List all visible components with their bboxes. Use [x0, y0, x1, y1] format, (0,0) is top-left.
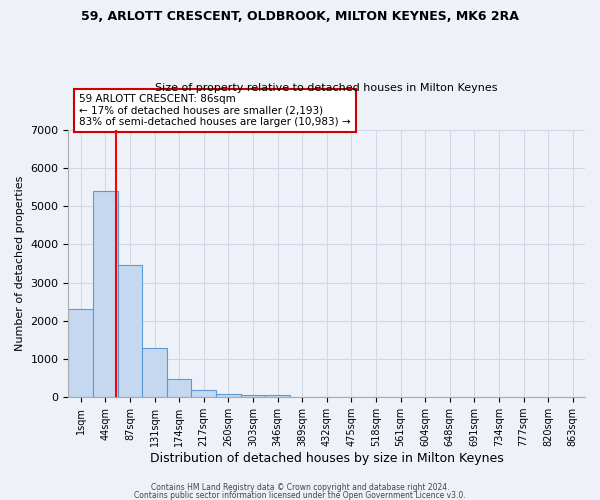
Bar: [118, 266, 142, 397]
Bar: [142, 348, 167, 397]
Bar: [191, 390, 216, 397]
Bar: [265, 395, 290, 397]
Bar: [68, 310, 93, 397]
Y-axis label: Number of detached properties: Number of detached properties: [15, 176, 25, 351]
Bar: [216, 394, 241, 397]
Bar: [167, 378, 191, 397]
Text: 59 ARLOTT CRESCENT: 86sqm
← 17% of detached houses are smaller (2,193)
83% of se: 59 ARLOTT CRESCENT: 86sqm ← 17% of detac…: [79, 94, 350, 127]
Text: 59, ARLOTT CRESCENT, OLDBROOK, MILTON KEYNES, MK6 2RA: 59, ARLOTT CRESCENT, OLDBROOK, MILTON KE…: [81, 10, 519, 23]
X-axis label: Distribution of detached houses by size in Milton Keynes: Distribution of detached houses by size …: [150, 452, 503, 465]
Title: Size of property relative to detached houses in Milton Keynes: Size of property relative to detached ho…: [155, 83, 498, 93]
Text: Contains HM Land Registry data © Crown copyright and database right 2024.: Contains HM Land Registry data © Crown c…: [151, 484, 449, 492]
Bar: [241, 395, 265, 397]
Bar: [93, 191, 118, 397]
Text: Contains public sector information licensed under the Open Government Licence v3: Contains public sector information licen…: [134, 491, 466, 500]
